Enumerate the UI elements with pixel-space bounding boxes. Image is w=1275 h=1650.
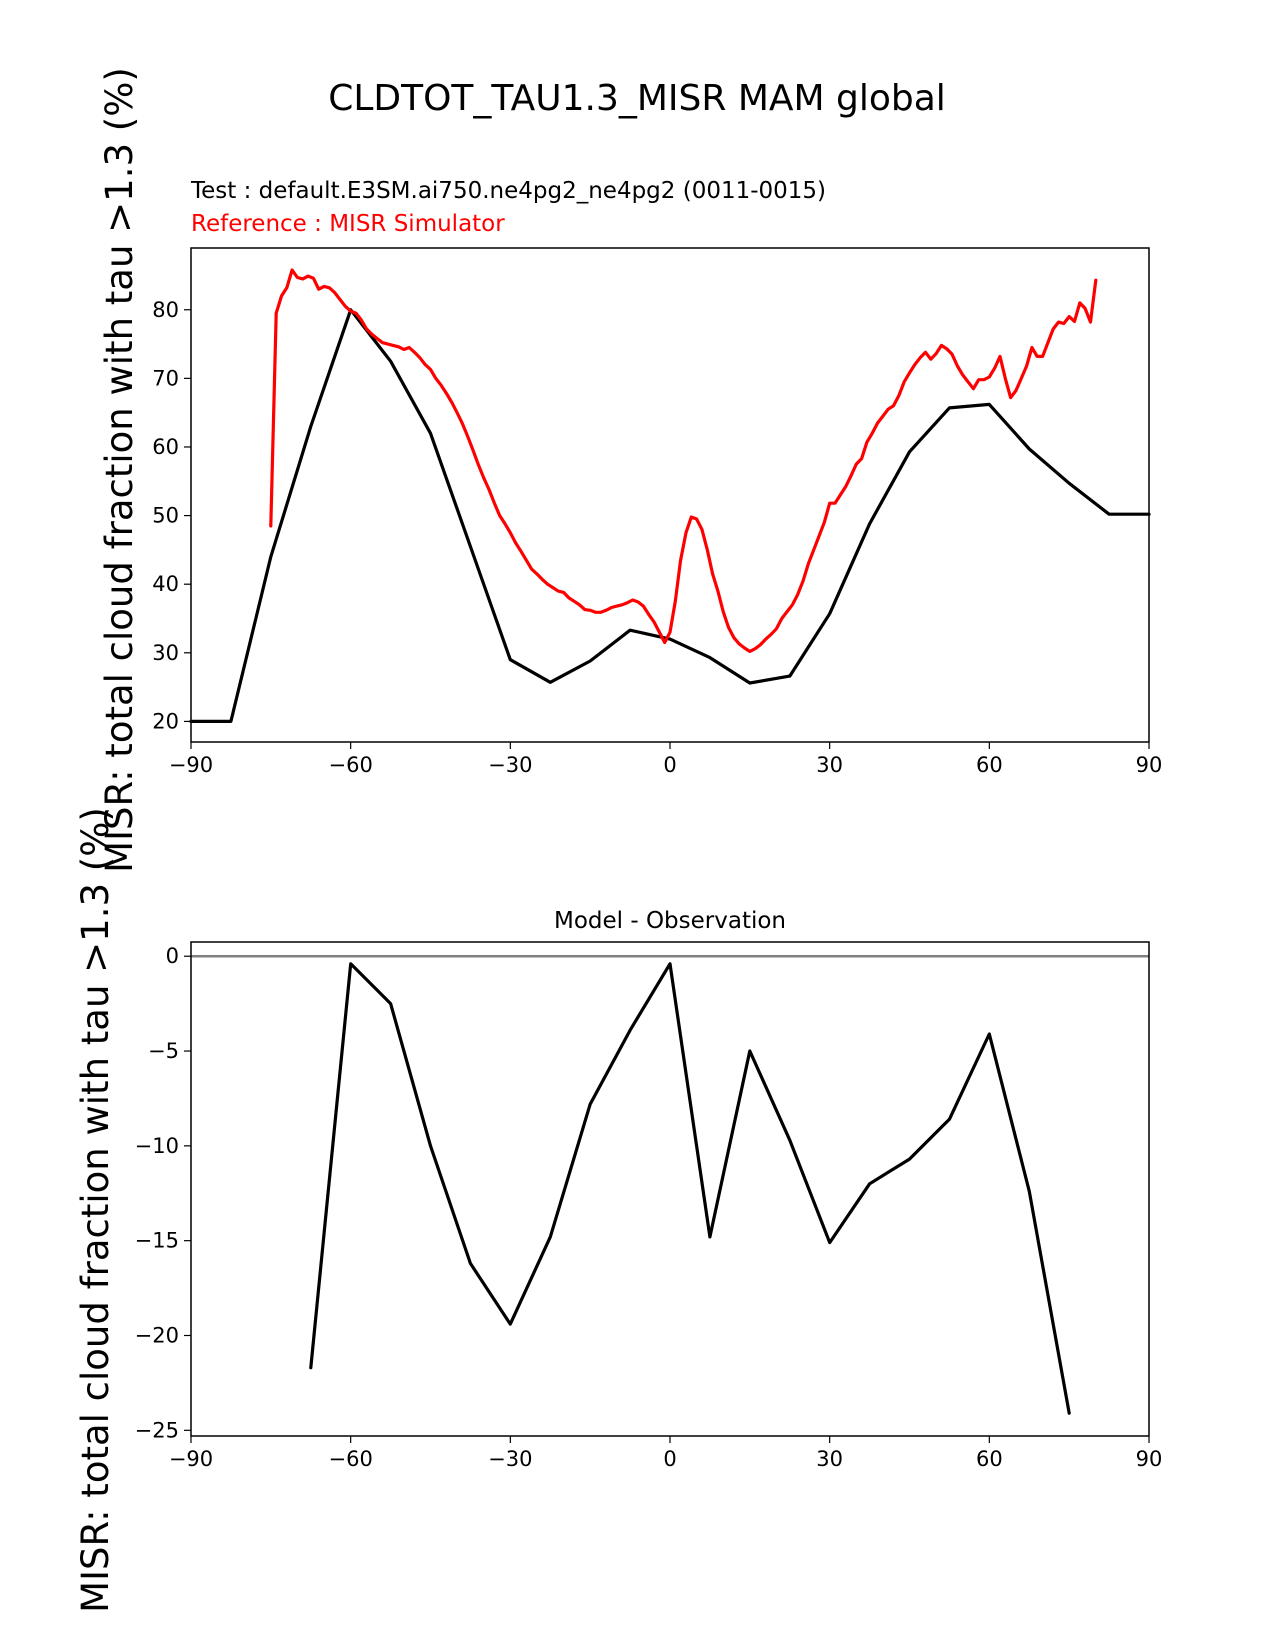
top-panel: Test : default.E3SM.ai750.ne4pg2_ne4pg2 … — [98, 67, 1162, 873]
bottom-xtick-label: 90 — [1136, 1447, 1163, 1471]
top-ytick-label: 30 — [152, 641, 179, 665]
top-xtick-label: 0 — [663, 753, 676, 777]
bottom-ytick-label: −15 — [135, 1229, 179, 1253]
bottom-title: Model - Observation — [554, 908, 786, 934]
top-ytick-label: 40 — [152, 572, 179, 596]
bottom-ytick-label: −20 — [135, 1323, 179, 1347]
bottom-plot-frame — [190, 941, 1150, 1437]
top-lines — [189, 268, 1151, 724]
top-ytick-label: 70 — [152, 366, 179, 390]
bottom-ytick-label: 0 — [166, 944, 179, 968]
bottom-ytick-label: −10 — [135, 1134, 179, 1158]
bottom-xtick-label: −90 — [169, 1447, 213, 1471]
top-xtick-label: −60 — [329, 753, 373, 777]
bottom-panel: Model - Observation MISR: total cloud fr… — [74, 807, 1162, 1613]
bottom-series-test-line — [309, 962, 1071, 1415]
top-ytick-label: 20 — [152, 709, 179, 733]
bottom-xtick-label: −30 — [488, 1447, 532, 1471]
bottom-lines — [191, 954, 1149, 1415]
top-ytick-label: 50 — [152, 504, 179, 528]
bottom-xtick-label: 30 — [816, 1447, 843, 1471]
top-ylabel: MISR: total cloud fraction with tau >1.3… — [98, 67, 141, 873]
top-xtick-label: 60 — [976, 753, 1003, 777]
bottom-ytick-label: −5 — [148, 1039, 179, 1063]
bottom-ytick-label: −25 — [135, 1418, 179, 1442]
bottom-ticks: −90 −60 −30 0 30 60 90 0 −5 −10 −15 −20 −25 — [135, 944, 1163, 1471]
top-xtick-label: 30 — [816, 753, 843, 777]
bottom-xtick-label: 0 — [663, 1447, 676, 1471]
figure-title: CLDTOT_TAU1.3_MISR MAM global — [328, 78, 946, 119]
top-plot-frame — [190, 247, 1150, 743]
top-ytick-label: 80 — [152, 298, 179, 322]
test-label: Test : default.E3SM.ai750.ne4pg2_ne4pg2 … — [190, 178, 826, 204]
top-series-test-line — [189, 308, 1151, 724]
top-series-reference-line — [269, 268, 1098, 654]
bottom-xtick-label: 60 — [976, 1447, 1003, 1471]
bottom-xtick-label: −60 — [329, 1447, 373, 1471]
top-xtick-label: 90 — [1136, 753, 1163, 777]
top-ytick-label: 60 — [152, 435, 179, 459]
reference-label: Reference : MISR Simulator — [191, 211, 505, 237]
top-xtick-label: −30 — [488, 753, 532, 777]
top-ticks: −90 −60 −30 0 30 60 90 20 30 40 50 60 70 80 — [152, 298, 1162, 777]
bottom-ylabel: MISR: total cloud fraction with tau >1.3… — [74, 807, 117, 1613]
top-xtick-label: −90 — [169, 753, 213, 777]
